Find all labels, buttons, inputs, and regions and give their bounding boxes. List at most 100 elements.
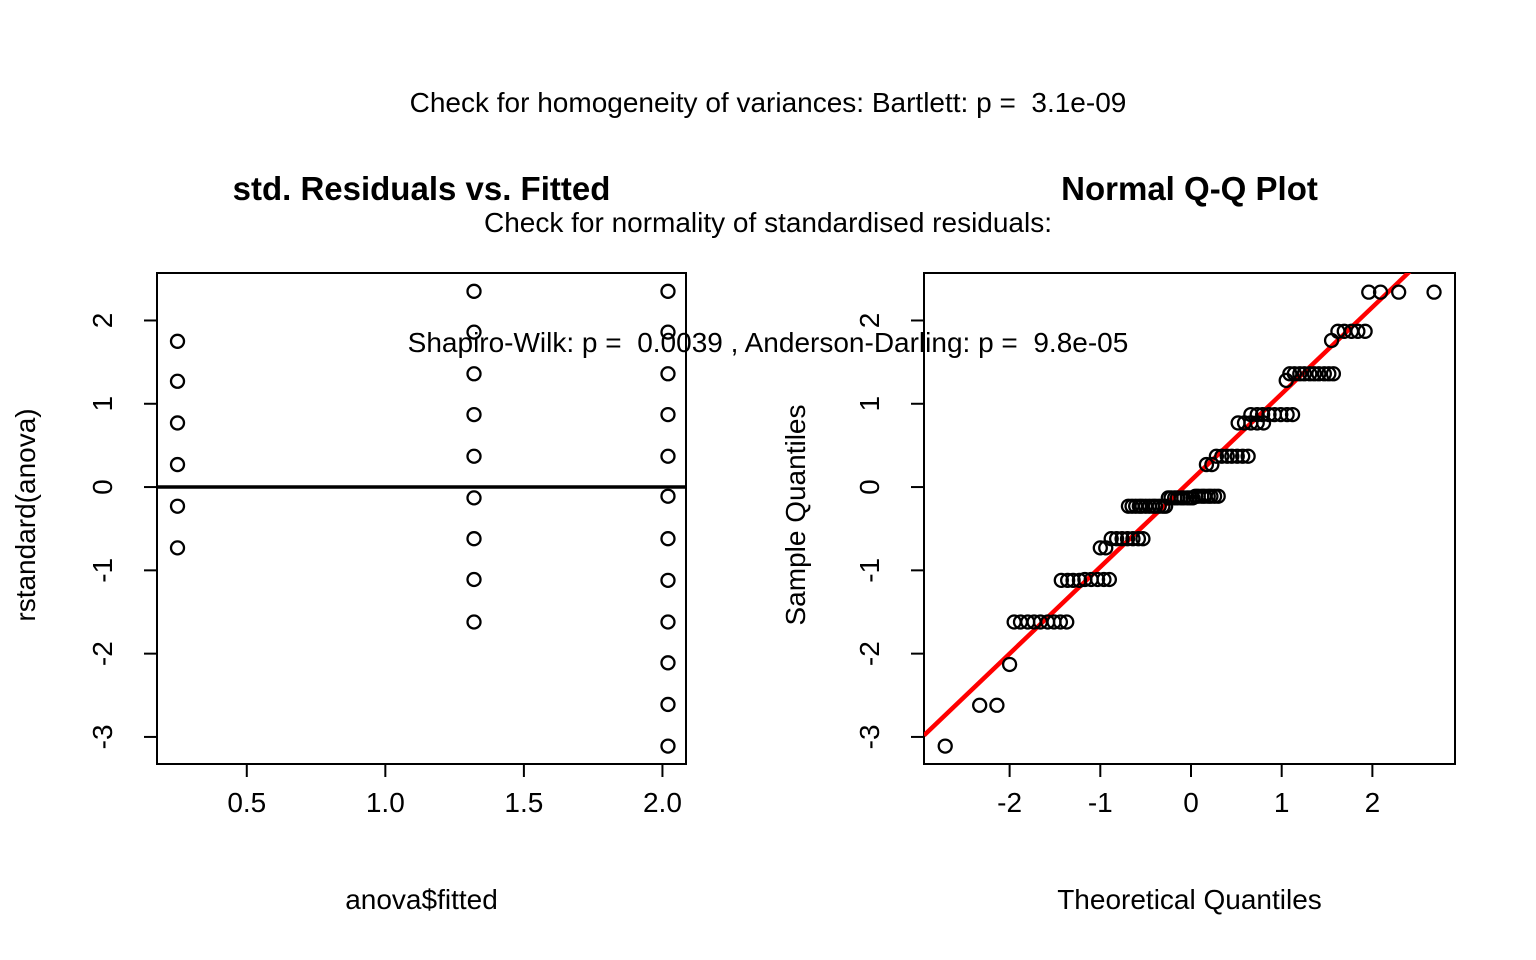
data-point bbox=[1053, 572, 1069, 588]
y-tick-label: -2 bbox=[87, 641, 118, 666]
data-point bbox=[1235, 448, 1251, 464]
y-tick-label: -2 bbox=[854, 641, 885, 666]
qq-x-axis-label: Theoretical Quantiles bbox=[1057, 884, 1322, 915]
data-point bbox=[660, 488, 676, 504]
data-point bbox=[660, 696, 676, 713]
diagnostics-header: Check for homogeneity of variances: Bart… bbox=[0, 3, 1536, 443]
qq-plot-title: Normal Q-Q Plot bbox=[1061, 170, 1318, 207]
data-point bbox=[169, 498, 186, 514]
data-point bbox=[466, 571, 482, 588]
data-point bbox=[1198, 456, 1215, 473]
data-point bbox=[169, 456, 186, 473]
data-point bbox=[1101, 571, 1118, 588]
x-tick-label: 1 bbox=[1274, 787, 1290, 818]
data-point bbox=[1208, 448, 1225, 464]
data-point bbox=[1071, 572, 1088, 588]
data-point bbox=[1092, 540, 1108, 556]
data-point bbox=[169, 540, 186, 556]
data-point bbox=[1130, 531, 1147, 547]
data-point bbox=[660, 655, 676, 671]
data-point bbox=[1249, 406, 1265, 423]
data-point bbox=[1125, 531, 1141, 547]
data-point bbox=[1357, 323, 1373, 339]
x-tick-label: 0 bbox=[1183, 787, 1199, 818]
data-point bbox=[1119, 531, 1136, 547]
data-point bbox=[466, 366, 482, 382]
data-point bbox=[1350, 323, 1366, 339]
plot-box bbox=[923, 272, 1456, 765]
data-point bbox=[169, 415, 186, 431]
data-point bbox=[1279, 406, 1295, 423]
data-point bbox=[660, 406, 676, 423]
y-tick-label: -3 bbox=[854, 724, 885, 749]
data-point bbox=[1325, 366, 1342, 382]
data-point bbox=[1060, 572, 1076, 588]
y-tick-label: 0 bbox=[87, 479, 118, 495]
header-line-normality: Check for normality of standardised resi… bbox=[483, 207, 1053, 238]
data-point bbox=[1306, 366, 1322, 382]
data-point bbox=[1282, 366, 1298, 382]
data-point bbox=[1065, 572, 1081, 588]
data-point bbox=[1135, 531, 1151, 547]
x-tick-label: -2 bbox=[997, 787, 1022, 818]
qq-plot: -2 -1 0 1 2 2 1 0 -1 -2 -3 bbox=[854, 272, 1456, 818]
x-tick-label: 2.0 bbox=[643, 787, 682, 818]
header-line-shapiro-anderson: Shapiro-Wilk: p = 0.0039 , Anderson-Darl… bbox=[407, 327, 1129, 358]
x-tick-label: 0.5 bbox=[227, 787, 266, 818]
data-point bbox=[1240, 448, 1256, 464]
y-tick-label: 1 bbox=[854, 396, 885, 412]
data-point bbox=[466, 490, 482, 506]
data-point bbox=[660, 738, 676, 754]
data-point bbox=[1296, 366, 1313, 382]
data-point bbox=[1214, 448, 1230, 464]
data-point bbox=[1089, 571, 1106, 588]
y-tick-label: 2 bbox=[854, 313, 885, 329]
plot-box bbox=[156, 272, 687, 765]
data-point bbox=[660, 572, 676, 588]
data-point bbox=[1108, 531, 1125, 547]
y-tick-label: 0 bbox=[854, 479, 885, 495]
y-tick-label: 1 bbox=[87, 396, 118, 412]
data-point bbox=[466, 324, 482, 340]
data-point bbox=[937, 738, 953, 754]
data-point bbox=[466, 283, 482, 299]
data-point bbox=[1254, 406, 1271, 423]
data-point bbox=[466, 531, 482, 547]
data-point bbox=[1114, 531, 1130, 547]
data-point bbox=[1103, 531, 1119, 547]
data-point bbox=[660, 366, 676, 382]
data-point bbox=[660, 614, 676, 630]
data-point bbox=[1052, 614, 1069, 630]
data-point bbox=[1372, 284, 1389, 300]
y-tick-label: -3 bbox=[87, 724, 118, 749]
data-point bbox=[1261, 406, 1277, 423]
data-point bbox=[1229, 448, 1245, 464]
y-tick-label: -1 bbox=[854, 558, 885, 583]
data-point bbox=[1273, 406, 1289, 423]
data-point bbox=[660, 531, 676, 547]
data-point bbox=[1284, 406, 1301, 423]
data-point bbox=[1321, 366, 1337, 382]
data-point bbox=[1204, 456, 1220, 473]
data-point bbox=[169, 333, 186, 349]
data-point bbox=[1361, 284, 1377, 300]
data-point bbox=[660, 448, 676, 464]
data-point bbox=[660, 324, 676, 340]
residuals-x-axis-label: anova$fitted bbox=[345, 884, 498, 915]
data-point bbox=[1096, 571, 1112, 588]
x-tick-label: -1 bbox=[1088, 787, 1113, 818]
y-tick-label: 2 bbox=[87, 313, 118, 329]
header-line-bartlett: Check for homogeneity of variances: Bart… bbox=[409, 87, 1127, 118]
data-point bbox=[972, 697, 988, 713]
data-point bbox=[1001, 656, 1018, 673]
data-point bbox=[1243, 406, 1259, 423]
data-point bbox=[1292, 366, 1308, 382]
data-point bbox=[1316, 366, 1332, 382]
x-tick-label: 1.5 bbox=[504, 787, 543, 818]
qq-reference-line bbox=[924, 273, 1412, 738]
data-point bbox=[1286, 366, 1303, 382]
x-tick-label: 2 bbox=[1365, 787, 1381, 818]
x-tick-label: 1.0 bbox=[366, 787, 405, 818]
data-point bbox=[1311, 366, 1327, 382]
